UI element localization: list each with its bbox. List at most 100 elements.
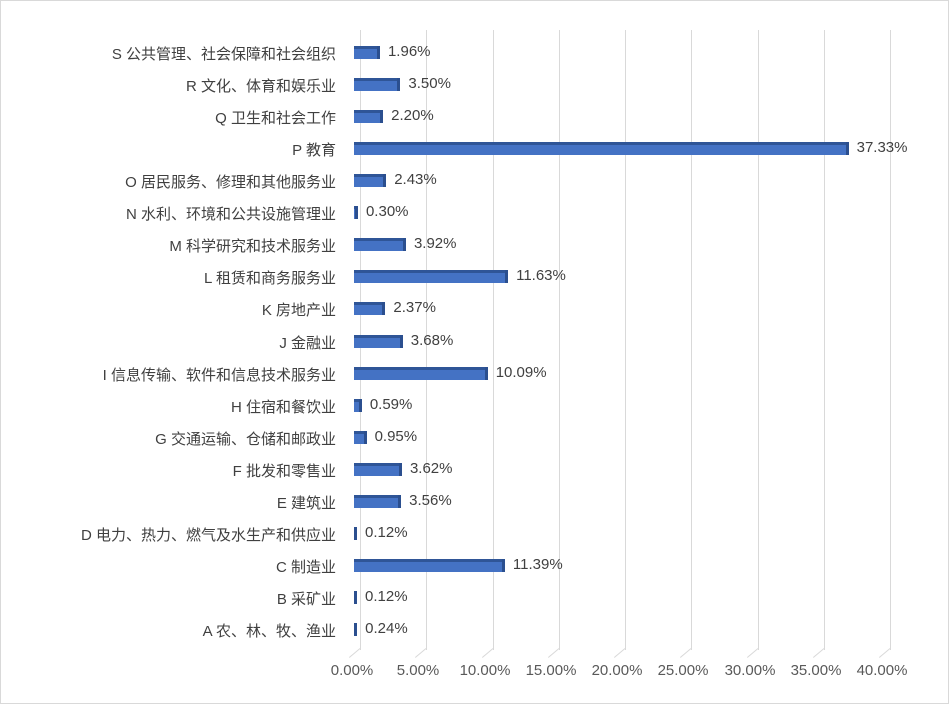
bar-row: F 批发和零售业 3.62% [0, 454, 949, 486]
gridline-floor [746, 648, 759, 658]
bar [354, 238, 406, 252]
data-label: 0.30% [365, 203, 409, 221]
bar-row: K 房地产业 2.37% [0, 293, 949, 325]
data-label: 11.63% [516, 267, 566, 285]
category-label: I 信息传输、软件和信息技术服务业 [102, 366, 336, 384]
gridline-floor [547, 648, 560, 658]
gridline-floor [878, 648, 891, 658]
gridline-floor [348, 648, 361, 658]
category-label: D 电力、热力、燃气及水生产和供应业 [80, 526, 336, 544]
gridline-floor [679, 648, 692, 658]
data-label: 2.43% [394, 171, 437, 189]
x-axis-tick-label: 5.00% [396, 662, 440, 679]
category-label: A 农、林、牧、渔业 [202, 623, 336, 641]
bar [354, 206, 358, 220]
bar [354, 110, 384, 124]
bar-row: O 居民服务、修理和其他服务业 2.43% [0, 165, 949, 197]
data-label: 3.56% [409, 491, 452, 509]
bar [354, 78, 401, 92]
bar-row: P 教育 37.33% [0, 133, 949, 165]
bar-row: D 电力、热力、燃气及水生产和供应业 0.12% [0, 518, 949, 550]
data-label: 3.62% [409, 459, 453, 477]
category-label: Q 卫生和社会工作 [215, 110, 336, 128]
bar [354, 398, 362, 412]
bar-row: H 住宿和餐饮业 0.59% [0, 390, 949, 422]
bar [354, 142, 849, 156]
gridline-floor [812, 648, 825, 658]
bar [354, 334, 403, 348]
x-axis-tick-label: 15.00% [525, 662, 577, 679]
x-axis-tick-label: 25.00% [657, 662, 709, 679]
x-axis-tick-label: 30.00% [724, 662, 776, 679]
x-axis-tick-label: 20.00% [591, 662, 643, 679]
bar-row: E 建筑业 3.56% [0, 486, 949, 518]
category-label: K 房地产业 [261, 302, 336, 320]
gridline [691, 30, 692, 650]
data-label: 10.09% [495, 363, 547, 381]
bar-row: J 金融业 3.68% [0, 326, 949, 358]
category-label: F 批发和零售业 [232, 462, 336, 480]
gridline-floor [481, 648, 494, 658]
bar-row: C 制造业 11.39% [0, 550, 949, 582]
bar [354, 558, 505, 572]
category-label: J 金融业 [279, 334, 336, 352]
bar [354, 46, 380, 59]
data-label: 0.24% [365, 620, 408, 638]
bar-row: B 采矿业 0.12% [0, 582, 949, 614]
gridline-floor [414, 648, 427, 658]
gridline [625, 30, 626, 650]
category-label: P 教育 [292, 142, 336, 160]
gridline [890, 30, 891, 650]
x-axis-tick-label: 10.00% [459, 662, 511, 679]
bar [354, 366, 488, 380]
category-label: H 住宿和餐饮业 [230, 398, 336, 416]
category-label: L 租赁和商务服务业 [204, 270, 336, 288]
data-label: 3.68% [410, 331, 454, 349]
category-label: E 建筑业 [276, 494, 336, 512]
bar-row: I 信息传输、软件和信息技术服务业 10.09% [0, 358, 949, 390]
bar-row: A 农、林、牧、渔业 0.24% [0, 614, 949, 646]
bar-row: L 租赁和商务服务业 11.63% [0, 261, 949, 293]
bar-row: Q 卫生和社会工作 2.20% [0, 101, 949, 133]
gridline [426, 30, 427, 650]
category-label: S 公共管理、社会保障和社会组织 [111, 46, 336, 63]
category-label: N 水利、环境和公共设施管理业 [125, 206, 336, 224]
bar [354, 494, 402, 508]
data-label: 11.39% [512, 555, 563, 573]
bar [354, 430, 367, 444]
bar [354, 174, 387, 188]
bar-row: S 公共管理、社会保障和社会组织 1.96% [0, 37, 949, 69]
category-label: O 居民服务、修理和其他服务业 [125, 174, 336, 192]
category-label: C 制造业 [275, 558, 336, 576]
data-label: 1.96% [387, 43, 431, 60]
data-label: 0.12% [365, 523, 408, 541]
data-label: 0.59% [369, 395, 413, 413]
data-label: 0.95% [374, 427, 418, 445]
bar [354, 462, 402, 476]
category-label: B 采矿业 [276, 591, 336, 609]
x-axis-tick-label: 35.00% [790, 662, 842, 679]
data-label: 3.50% [408, 75, 451, 93]
x-axis-tick-label: 40.00% [856, 662, 908, 679]
gridline [559, 30, 560, 650]
bar-row: M 科学研究和技术服务业 3.92% [0, 229, 949, 261]
data-label: 2.20% [391, 107, 434, 125]
gridline [758, 30, 759, 650]
gridline [493, 30, 494, 650]
data-label: 0.12% [365, 588, 408, 606]
data-label: 37.33% [856, 139, 908, 157]
bar-row: N 水利、环境和公共设施管理业 0.30% [0, 197, 949, 229]
gridline [824, 30, 825, 650]
category-label: R 文化、体育和娱乐业 [185, 78, 336, 96]
bar-row: G 交通运输、仓储和邮政业 0.95% [0, 422, 949, 454]
bar [354, 302, 386, 316]
category-label: M 科学研究和技术服务业 [169, 238, 336, 256]
x-axis-tick-label: 0.00% [330, 662, 374, 679]
data-label: 3.92% [413, 235, 457, 253]
data-label: 2.37% [393, 299, 436, 317]
category-label: G 交通运输、仓储和邮政业 [155, 430, 336, 448]
gridline-floor [613, 648, 626, 658]
bar-row: R 文化、体育和娱乐业 3.50% [0, 69, 949, 101]
